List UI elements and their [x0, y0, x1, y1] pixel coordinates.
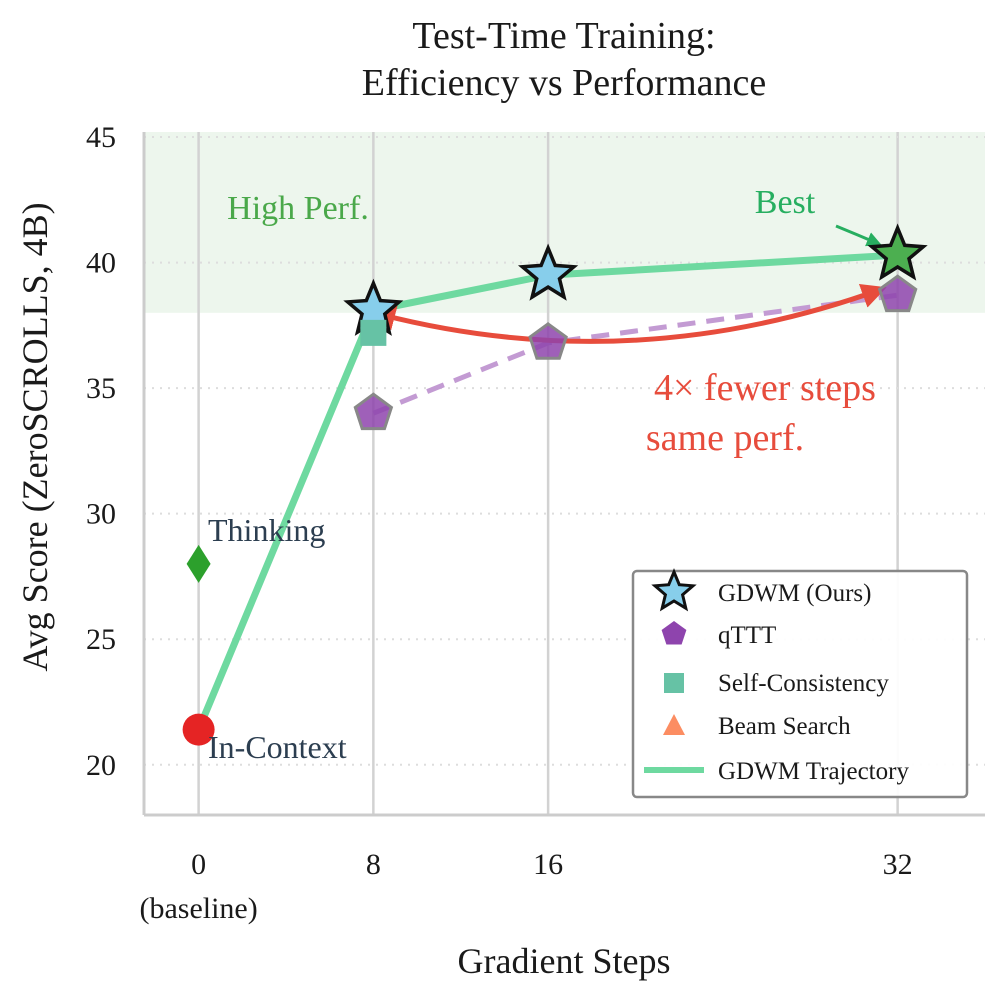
- in-context-point: [182, 713, 215, 746]
- y-tick-label-45: 45: [86, 121, 116, 154]
- gdwm-point: [517, 243, 579, 301]
- annotation-same-perf: same perf.: [646, 417, 804, 459]
- x-axis-title: Gradient Steps: [458, 941, 671, 981]
- arrows: [370, 224, 887, 344]
- legend-label-gdwm: GDWM (Ours): [718, 580, 871, 607]
- qttt-point: [353, 392, 394, 431]
- legend-label-qttt: qTTT: [718, 622, 776, 649]
- y-tick-label-35: 35: [86, 372, 116, 405]
- legend-label-beam-search: Beam Search: [718, 713, 851, 740]
- y-axis-title: Avg Score (ZeroSCROLLS, 4B): [15, 202, 55, 671]
- qttt-point: [877, 274, 918, 313]
- x-tick-label-32: 32: [883, 848, 913, 881]
- legend: GDWM (Ours) qTTT Self-Consistency Beam S…: [631, 568, 969, 799]
- legend-marker-qttt: [661, 621, 687, 645]
- legend-marker-beam-search: [663, 714, 685, 735]
- y-tick-label-40: 40: [86, 247, 116, 280]
- legend-label-trajectory: GDWM Trajectory: [718, 758, 909, 785]
- legend-marker-self-consistency: [664, 673, 684, 693]
- series-markers: [182, 223, 928, 746]
- qttt-point: [528, 322, 568, 360]
- x-tick-label-0: 0: [191, 848, 206, 881]
- gdwm-best-point: [867, 223, 928, 281]
- fewer-steps-arrow: [370, 284, 887, 344]
- chart-title-line-2: Efficiency vs Performance: [362, 62, 766, 104]
- x-tick-label-8: 8: [366, 848, 381, 881]
- x-tick-sublabel-0: (baseline): [139, 892, 257, 925]
- legend-box: [631, 569, 969, 799]
- x-tick-label-16: 16: [533, 848, 563, 881]
- y-tick-label-25: 25: [86, 623, 116, 656]
- annotation-in-context: In-Context: [208, 729, 347, 765]
- y-tick-label-30: 30: [86, 498, 116, 531]
- annotation-best: Best: [755, 184, 816, 221]
- self-consistency-point: [360, 319, 387, 346]
- chart-title-line-1: Test-Time Training:: [412, 15, 715, 57]
- y-tick-label-20: 20: [86, 749, 116, 782]
- thinking-point: [186, 544, 211, 583]
- legend-label-self-consistency: Self-Consistency: [718, 670, 889, 697]
- legend-marker-gdwm: [651, 568, 697, 612]
- legend-markers: [644, 568, 704, 773]
- high-perf-region: [144, 132, 985, 313]
- annotation-fewer-steps: 4× fewer steps: [654, 367, 876, 409]
- annotation-thinking: Thinking: [208, 512, 325, 548]
- high-perf-label: High Perf.: [227, 190, 369, 227]
- tick-labels: 20 25 30 35 40 45 0 (baseline) 8 16 32: [86, 121, 913, 925]
- best-arrow: [835, 224, 882, 247]
